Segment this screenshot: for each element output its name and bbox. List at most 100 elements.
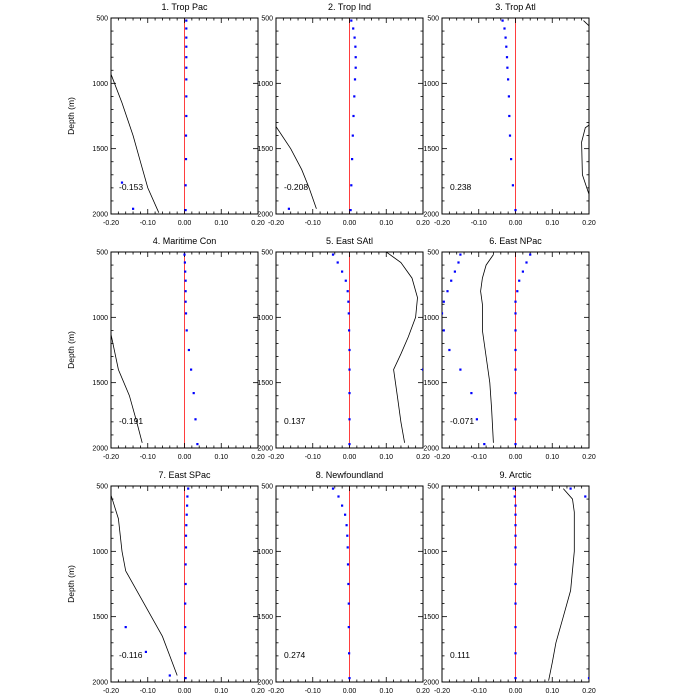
data-point: [184, 563, 187, 566]
data-point: [184, 534, 188, 537]
data-point: [184, 184, 187, 187]
data-point: [348, 368, 351, 371]
x-tick-label: 0.20: [582, 220, 596, 227]
panel-8: 8. Newfoundland -0.20 -0.10 0.00 0.10 0.20 500…: [257, 470, 429, 695]
panel-title: 1. Trop Pac: [161, 2, 208, 12]
x-tick-label: 0.00: [509, 688, 523, 695]
data-point: [514, 443, 517, 446]
data-point: [184, 626, 187, 629]
y-tick-label: 1500: [423, 146, 439, 153]
x-tick-label: 0.20: [416, 220, 430, 227]
panel-title: 2. Trop Ind: [328, 2, 371, 12]
data-point: [186, 504, 189, 507]
y-tick-label: 500: [427, 16, 439, 23]
data-point: [348, 392, 351, 395]
profile-line: [276, 126, 317, 209]
x-tick-label: 0.00: [178, 688, 192, 695]
data-point: [185, 329, 188, 332]
data-point: [196, 443, 199, 446]
data-point: [185, 95, 188, 98]
data-point: [184, 312, 188, 315]
series-group: [501, 19, 589, 212]
data-point: [341, 270, 344, 273]
data-point: [521, 270, 524, 273]
data-point: [514, 368, 517, 371]
data-point: [336, 261, 339, 264]
data-point: [353, 78, 357, 81]
y-tick-label: 2000: [92, 680, 108, 687]
data-point: [508, 114, 511, 118]
x-tick-label: 0.20: [251, 220, 265, 227]
data-point: [190, 368, 193, 371]
data-point: [348, 652, 351, 655]
x-tick-label: 0.10: [545, 454, 559, 461]
data-point: [353, 36, 356, 39]
panel-title: 3. Trop Atl: [495, 2, 536, 12]
profile-line: [386, 252, 418, 443]
data-point: [525, 261, 528, 264]
y-tick-label: 1000: [257, 315, 273, 322]
data-point: [587, 677, 589, 680]
x-tick-label: 0.10: [214, 220, 228, 227]
data-point: [185, 114, 188, 118]
y-tick-label: 1000: [257, 549, 273, 556]
series-group: [111, 253, 199, 446]
data-point: [514, 524, 517, 527]
data-point: [348, 443, 351, 446]
x-tick-label: -0.10: [140, 688, 156, 695]
panel-3: 3. Trop Atl -0.20 -0.10 0.00 0.10 0.20 500 1000…: [423, 2, 595, 227]
y-axis-label: Depth (m): [66, 331, 76, 369]
y-tick-label: 1000: [423, 549, 439, 556]
y-tick-label: 2000: [257, 212, 273, 219]
data-point: [442, 329, 445, 332]
correlation-label: -0.116: [119, 650, 143, 660]
data-point: [475, 418, 478, 421]
data-point: [514, 546, 517, 549]
y-tick-label: 500: [96, 250, 108, 257]
data-point: [348, 348, 351, 352]
panel-5: 5. East SAtl -0.20 -0.10 0.00 0.10 0.20 500 100…: [257, 236, 429, 461]
data-point: [514, 209, 517, 212]
data-point: [183, 253, 186, 256]
data-point: [184, 279, 187, 282]
data-point: [168, 674, 171, 677]
panel-1: 1. Trop Pac Depth (m) -0.20 -0.10 0.00 0.10 0.…: [66, 2, 265, 227]
x-tick-label: 0.00: [343, 220, 357, 227]
data-point: [345, 524, 348, 527]
data-point: [514, 534, 517, 537]
x-tick-label: 0.20: [582, 688, 596, 695]
correlation-label: 0.137: [284, 416, 306, 426]
x-tick-label: -0.20: [434, 688, 450, 695]
data-point: [187, 348, 190, 352]
y-tick-label: 500: [261, 250, 273, 257]
y-tick-label: 500: [261, 16, 273, 23]
data-point: [144, 650, 147, 653]
data-point: [192, 392, 195, 395]
data-point: [453, 270, 456, 273]
x-tick-label: 0.20: [251, 688, 265, 695]
data-point: [514, 418, 517, 421]
data-point: [185, 524, 188, 527]
data-point: [350, 184, 353, 187]
data-point: [352, 114, 355, 118]
data-point: [184, 270, 187, 273]
data-point: [514, 392, 517, 395]
data-point: [514, 582, 517, 586]
data-point: [185, 19, 188, 22]
data-point: [350, 19, 353, 22]
x-tick-label: -0.10: [471, 688, 487, 695]
x-tick-label: -0.20: [268, 220, 284, 227]
y-tick-label: 1000: [92, 81, 108, 88]
data-point: [514, 329, 517, 332]
x-tick-label: 0.10: [379, 454, 393, 461]
panel-title: 7. East SPac: [158, 470, 211, 480]
x-tick-label: -0.20: [268, 454, 284, 461]
y-tick-label: 2000: [92, 446, 108, 453]
y-tick-label: 1000: [257, 81, 273, 88]
x-tick-label: -0.10: [140, 454, 156, 461]
data-point: [337, 495, 340, 498]
panel-title: 4. Maritime Con: [153, 236, 217, 246]
data-point: [351, 134, 354, 137]
panel-title: 8. Newfoundland: [316, 470, 384, 480]
data-point: [513, 495, 516, 498]
